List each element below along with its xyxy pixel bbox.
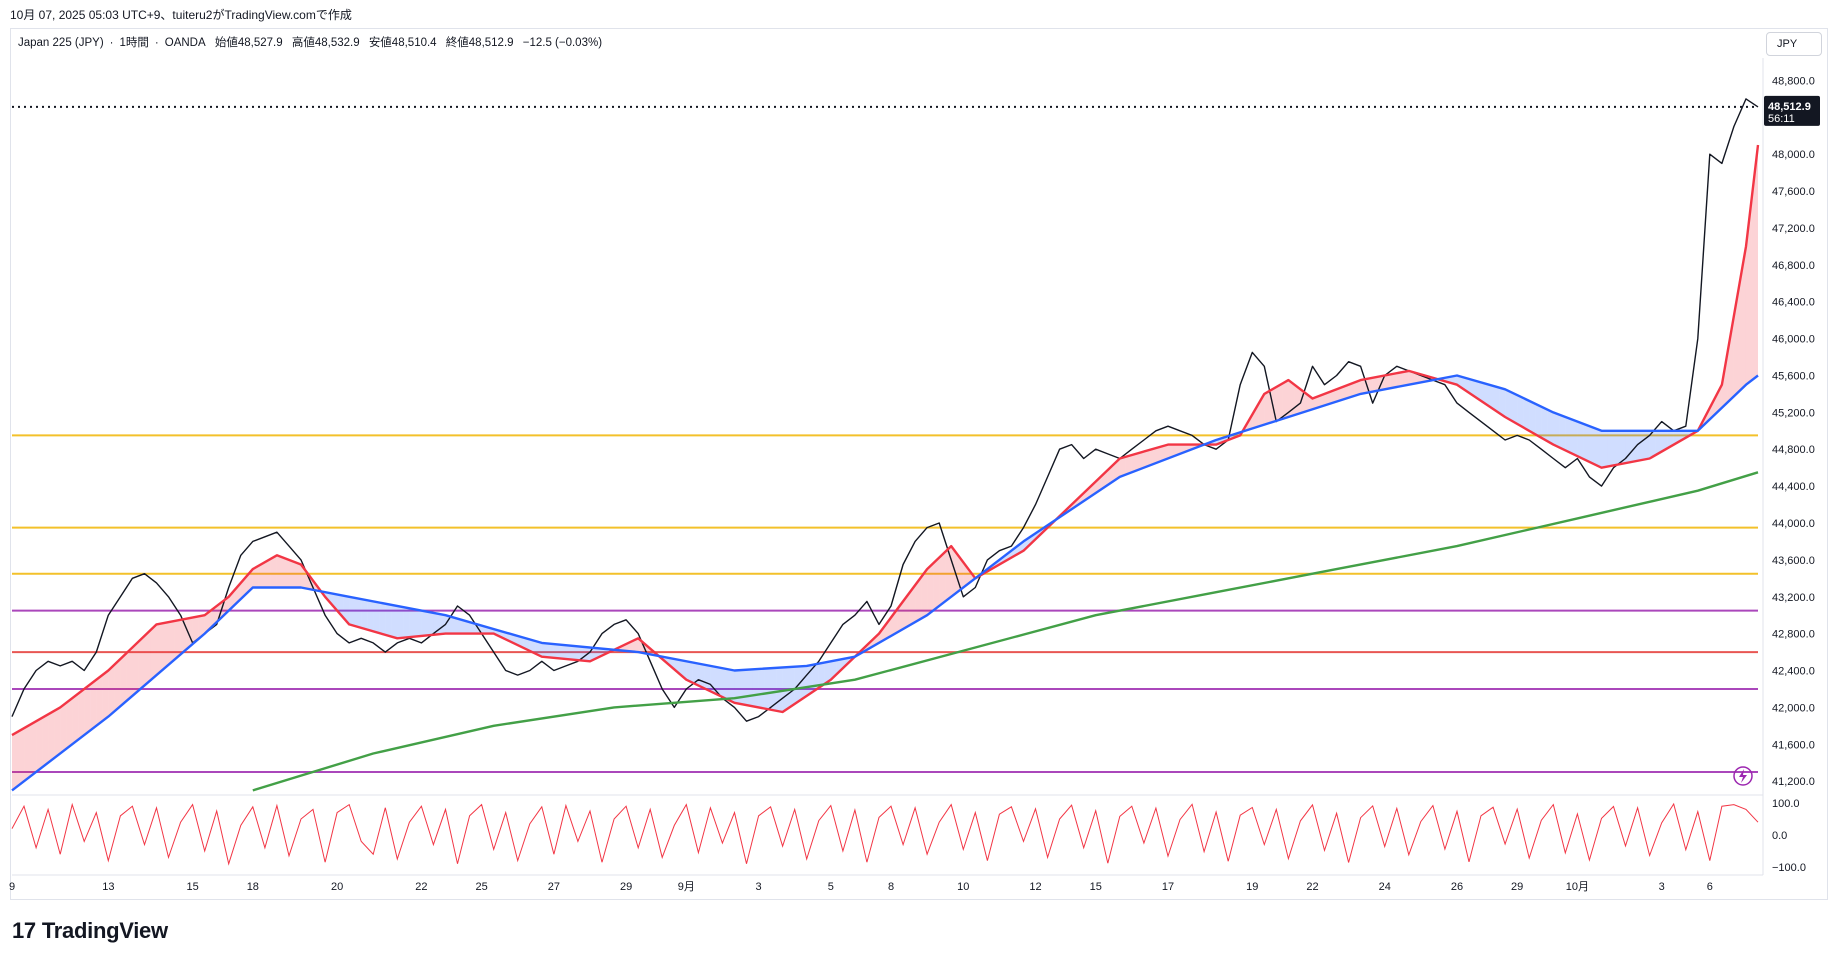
close-value: 終値48,512.9 [445, 37, 514, 49]
change-value: −12.5 (−0.03%) [522, 37, 603, 49]
tradingview-logo[interactable]: 17 TradingView [12, 918, 168, 944]
low-value: 安値48,510.4 [368, 37, 437, 49]
interval-label: 1時間 [119, 37, 149, 49]
brand-name: TradingView [41, 918, 168, 943]
broker-label: OANDA [164, 37, 206, 49]
symbol-name: Japan 225 (JPY) [18, 37, 104, 49]
open-value: 始値48,527.9 [214, 37, 283, 49]
currency-button[interactable]: JPY [1766, 32, 1822, 56]
chart-caption: 10月 07, 2025 05:03 UTC+9、tuiteru2がTradin… [10, 8, 352, 22]
chart-frame [10, 28, 1828, 900]
tradingview-logo-icon: 17 [12, 918, 36, 943]
symbol-legend[interactable]: Japan 225 (JPY) · 1時間 · OANDA 始値48,527.9 高値4… [18, 37, 603, 49]
high-value: 高値48,532.9 [291, 37, 360, 49]
